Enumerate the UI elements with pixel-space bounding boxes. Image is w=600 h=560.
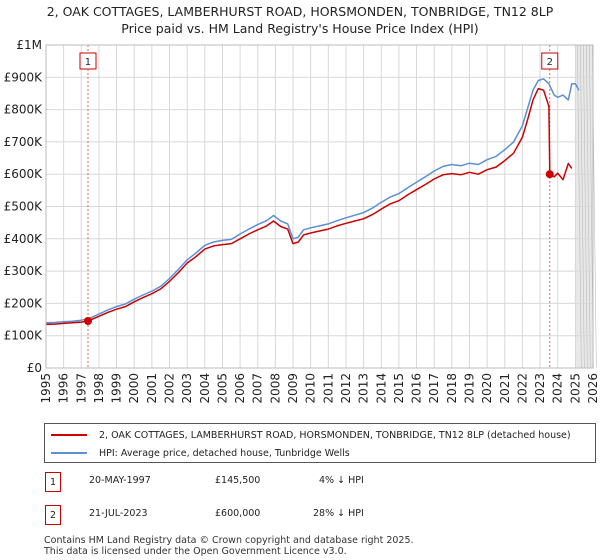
x-tick-label: 1995 bbox=[39, 373, 53, 404]
sale-label-box-2 bbox=[541, 52, 559, 70]
x-tick-label: 2025 bbox=[568, 373, 582, 404]
x-tick-label: 2000 bbox=[127, 373, 141, 404]
x-tick-label: 2016 bbox=[410, 373, 424, 404]
x-tick-label: 2018 bbox=[445, 373, 459, 404]
sale-label-2: 2 bbox=[547, 57, 553, 68]
footer-licence: This data is licensed under the Open Gov… bbox=[44, 546, 347, 557]
x-tick-label: 2021 bbox=[498, 373, 512, 404]
x-tick-label: 2020 bbox=[480, 373, 494, 404]
sale-label-1: 1 bbox=[85, 57, 91, 68]
x-tick-label: 2008 bbox=[268, 373, 282, 404]
sale-row-1: 1 20-MAY-1997 £145,500 4% ↓ HPI bbox=[45, 472, 565, 492]
x-tick-label: 2019 bbox=[462, 373, 476, 404]
chart-title-subtitle: Price paid vs. HM Land Registry's House … bbox=[121, 21, 479, 36]
x-tick-label: 2003 bbox=[180, 373, 194, 404]
series-line-property bbox=[45, 87, 573, 326]
sale-point-2 bbox=[545, 170, 554, 179]
legend-swatch-hpi bbox=[51, 452, 87, 454]
y-tick-label: £500K bbox=[4, 200, 44, 214]
y-tick-label: £400K bbox=[4, 232, 44, 246]
sale-date-1: 20-MAY-1997 bbox=[89, 475, 151, 486]
x-tick-label: 2006 bbox=[233, 373, 247, 404]
x-tick-label: 2007 bbox=[251, 373, 265, 404]
chart-title-address: 2, OAK COTTAGES, LAMBERHURST ROAD, HORSM… bbox=[46, 4, 554, 19]
legend-label-property: 2, OAK COTTAGES, LAMBERHURST ROAD, HORSM… bbox=[99, 429, 571, 441]
x-tick-label: 2010 bbox=[304, 373, 318, 404]
x-tick-label: 2001 bbox=[145, 373, 159, 404]
x-tick-label: 2023 bbox=[533, 373, 547, 404]
sale-label-box-1 bbox=[79, 52, 97, 70]
legend-swatch-property bbox=[51, 434, 87, 436]
x-tick-label: 2012 bbox=[339, 373, 353, 404]
sale-date-2: 21-JUL-2023 bbox=[89, 508, 148, 519]
footer-copyright: Contains HM Land Registry data © Crown c… bbox=[44, 535, 414, 546]
sale-row-2: 2 21-JUL-2023 £600,000 28% ↓ HPI bbox=[45, 505, 565, 525]
x-tick-label: 2004 bbox=[198, 373, 212, 404]
legend: 2, OAK COTTAGES, LAMBERHURST ROAD, HORSM… bbox=[44, 423, 596, 463]
x-tick-label: 2017 bbox=[427, 373, 441, 404]
y-tick-label: £100K bbox=[4, 329, 44, 343]
x-tick-label: 2022 bbox=[515, 373, 529, 404]
y-tick-label: £600K bbox=[4, 167, 44, 181]
x-tick-label: 2014 bbox=[374, 373, 388, 404]
x-tick-label: 2015 bbox=[392, 373, 406, 404]
plot-border bbox=[45, 44, 594, 369]
x-tick-label: 2002 bbox=[163, 373, 177, 404]
sale-badge-2: 2 bbox=[45, 505, 61, 525]
sale-badge-1: 1 bbox=[45, 472, 61, 492]
x-tick-label: 2013 bbox=[357, 373, 371, 404]
legend-item-property: 2, OAK COTTAGES, LAMBERHURST ROAD, HORSM… bbox=[51, 426, 571, 444]
sale-point-1 bbox=[83, 317, 92, 326]
x-tick-label: 1996 bbox=[57, 373, 71, 404]
x-tick-label: 2009 bbox=[286, 373, 300, 404]
y-tick-label: £300K bbox=[4, 264, 44, 278]
y-tick-label: £700K bbox=[4, 135, 44, 149]
legend-label-hpi: HPI: Average price, detached house, Tunb… bbox=[99, 447, 350, 459]
y-tick-label: £900K bbox=[4, 70, 44, 84]
x-tick-label: 1999 bbox=[110, 373, 124, 404]
legend-item-hpi: HPI: Average price, detached house, Tunb… bbox=[51, 444, 350, 462]
sale-price-2: £600,000 bbox=[215, 508, 261, 519]
sale-hpi-2: 28% ↓ HPI bbox=[313, 508, 364, 519]
sale-hpi-1: 4% ↓ HPI bbox=[319, 475, 364, 486]
x-tick-label: 1998 bbox=[92, 373, 106, 404]
sale-price-1: £145,500 bbox=[215, 475, 261, 486]
x-tick-label: 2024 bbox=[551, 373, 565, 404]
x-tick-label: 1997 bbox=[74, 373, 88, 404]
y-tick-label: £200K bbox=[4, 296, 44, 310]
y-tick-label: £0 bbox=[27, 361, 42, 375]
x-tick-label: 2011 bbox=[321, 373, 335, 404]
y-tick-label: £800K bbox=[4, 103, 44, 117]
series-line-hpi bbox=[45, 78, 580, 324]
y-tick-label: £1M bbox=[16, 38, 42, 52]
price-chart: £0 £100K £200K £300K £400K £500K £600K £700K £80… bbox=[4, 38, 600, 404]
x-tick-label: 2005 bbox=[215, 373, 229, 404]
x-tick-label: 2026 bbox=[586, 373, 600, 404]
